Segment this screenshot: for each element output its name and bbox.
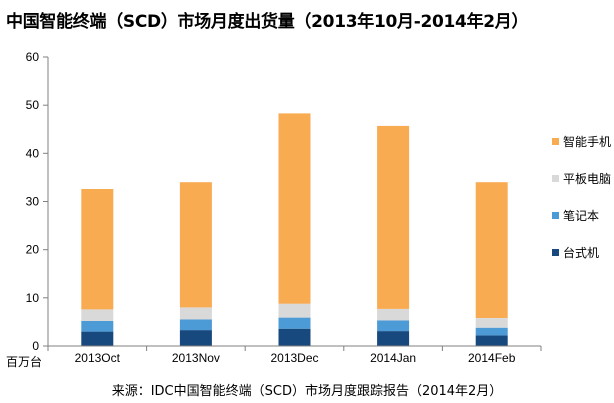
- bar-2013Dec-series-2: [278, 303, 311, 318]
- legend-swatch: [552, 249, 559, 256]
- chart-title: 中国智能终端（SCD）市场月度出货量（2013年10月-2014年2月）: [6, 12, 529, 32]
- bar-2014Jan-series-2: [377, 308, 410, 321]
- legend-swatch: [552, 138, 559, 145]
- bar-2013Nov-series-2: [179, 307, 212, 320]
- y-tick-label: 10: [26, 291, 40, 305]
- y-tick-label: 50: [26, 98, 40, 112]
- legend-label: 平板电脑: [563, 172, 611, 186]
- bar-2013Nov-series-1: [179, 319, 212, 331]
- bar-2013Oct-series-2: [81, 309, 114, 321]
- bar-2013Dec-series-1: [278, 317, 311, 329]
- y-tick-label: 60: [26, 50, 40, 64]
- bar-2014Feb-series-3: [475, 182, 508, 318]
- y-axis-unit-label: 百万台: [6, 354, 42, 369]
- bar-2014Jan-series-1: [377, 320, 410, 332]
- bar-2013Dec-series-3: [278, 113, 311, 304]
- legend-label: 智能手机: [563, 134, 611, 149]
- legend-swatch: [552, 212, 559, 219]
- x-tick-label: 2014Jan: [370, 351, 416, 365]
- legend-label: 笔记本: [563, 208, 599, 223]
- y-tick-label: 20: [26, 243, 40, 257]
- bars-layer: [81, 113, 508, 346]
- bar-2013Oct-series-1: [81, 321, 114, 332]
- bar-2013Oct-series-0: [81, 331, 114, 346]
- bar-2013Oct-series-3: [81, 189, 114, 310]
- legend-swatch: [552, 175, 559, 182]
- bar-2013Dec-series-0: [278, 328, 311, 346]
- bar-2013Nov-series-3: [179, 182, 212, 308]
- x-tick-label: 2013Nov: [172, 351, 220, 365]
- ticks-layer: 2013Oct 2013Nov 2013Dec 2014Jan 2014Feb 0 10 20…: [26, 50, 516, 365]
- bar-2014Feb-series-2: [475, 318, 508, 328]
- bar-2014Jan-series-0: [377, 331, 410, 346]
- y-tick-label: 30: [26, 195, 40, 209]
- legend-label: 台式机: [563, 245, 599, 260]
- x-tick-label: 2013Oct: [75, 351, 121, 365]
- y-tick-label: 0: [32, 339, 39, 353]
- bar-2014Jan-series-3: [377, 125, 410, 309]
- source-note: 来源：IDC中国智能终端（SCD）市场月度跟踪报告（2014年2月）: [111, 384, 503, 399]
- bar-2014Feb-series-0: [475, 335, 508, 346]
- bar-2013Nov-series-0: [179, 330, 212, 346]
- axes-layer: [43, 56, 542, 351]
- y-tick-label: 40: [26, 146, 40, 160]
- x-tick-label: 2013Dec: [270, 351, 318, 365]
- x-tick-label: 2014Feb: [468, 351, 516, 365]
- bar-2014Feb-series-1: [475, 327, 508, 336]
